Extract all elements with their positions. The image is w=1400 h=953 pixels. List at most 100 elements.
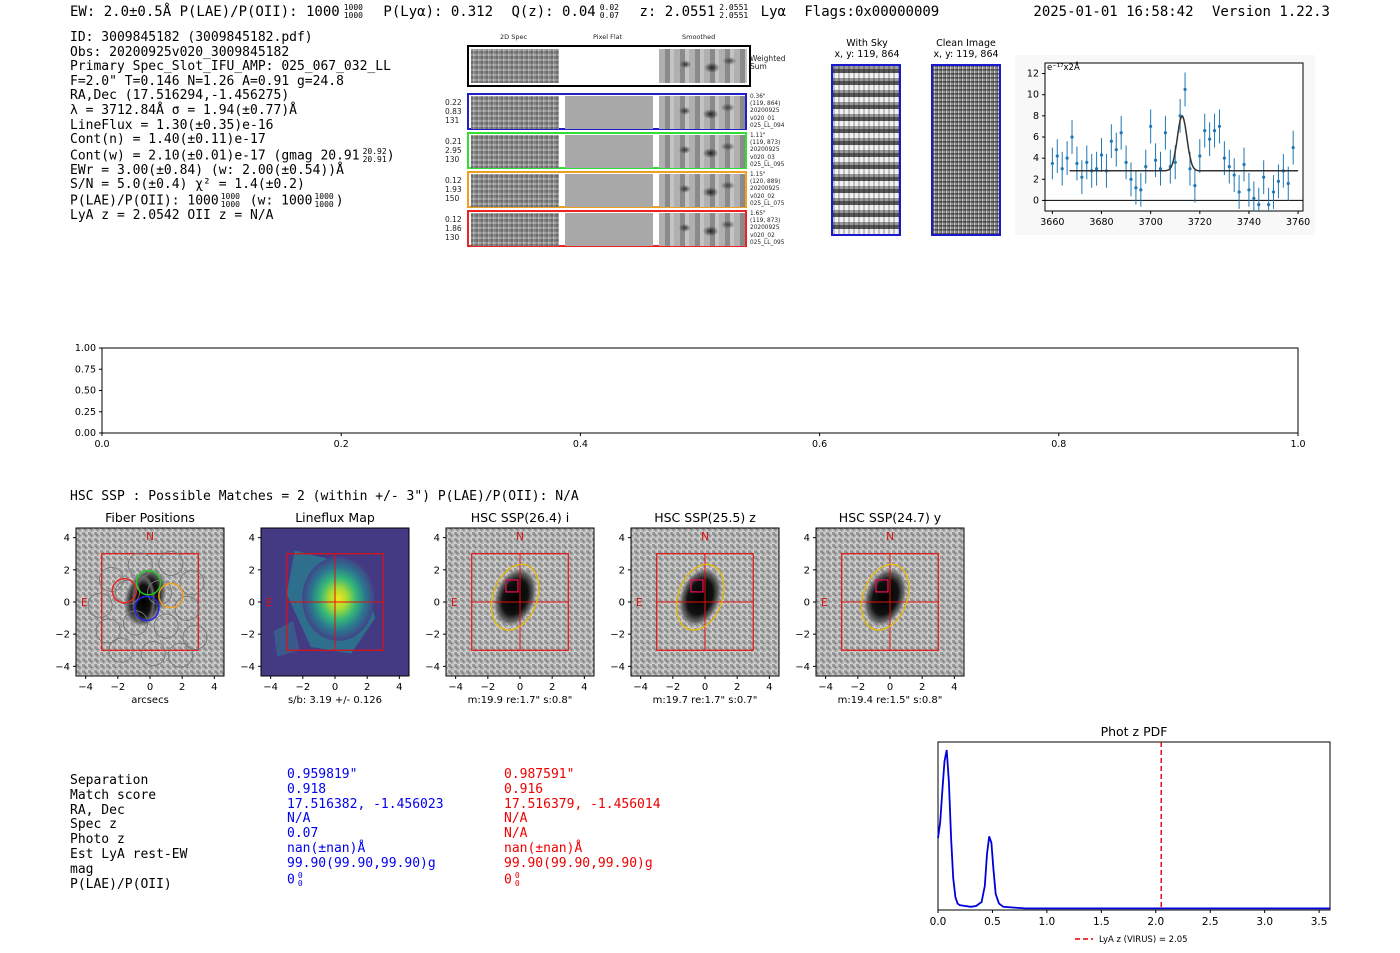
hsc-ytick-label: −4 <box>55 662 70 673</box>
spectrum-point <box>1208 137 1212 141</box>
cutout-right-value: 025_LL_094 <box>750 122 785 129</box>
cutout-left-stats: 0.22 0.83 131 <box>445 98 462 125</box>
photz-xtick-label: 3.5 <box>1311 916 1328 928</box>
cutout-right-value: 20200925 <box>750 147 780 154</box>
spectrum-xtick-label: 3680 <box>1089 217 1113 228</box>
match-blue-value: 17.516382, -1.456023 <box>287 796 444 812</box>
photz-curve <box>937 749 1330 910</box>
match-red-value: 99.90(99.90,99.90)g <box>504 855 653 871</box>
hsc-ytick-label: −2 <box>610 630 625 641</box>
match-blue-value: 0.918 <box>287 781 327 797</box>
hsc-xtick-label: −4 <box>818 682 833 693</box>
match-red-value: 0.987591" <box>504 767 575 782</box>
empty-axes-frame <box>101 347 1299 434</box>
spectrum-point <box>1203 129 1207 133</box>
photz-xtick-label: 2.0 <box>1147 916 1164 928</box>
header-plae-hi: 1000 <box>343 3 363 12</box>
spectrum-point <box>1109 139 1113 143</box>
hsc-xtick-label: 2 <box>734 682 740 693</box>
hsc-ytick-label: 4 <box>804 533 810 544</box>
spectrum-point <box>1188 167 1192 171</box>
hsc-xtick-label: −2 <box>850 682 865 693</box>
hsc-xtick-label: 0 <box>332 682 338 693</box>
hsc-xtick-label: 2 <box>179 682 185 693</box>
empty-ytick-label: 0.75 <box>75 364 96 375</box>
match-blue-plae-frac-lo: 0 <box>297 878 303 888</box>
hsc-xtick-label: −2 <box>295 682 310 693</box>
spectrum-point <box>1237 190 1241 194</box>
header-qz-hi: 0.02 <box>599 3 619 12</box>
info-lambda: λ = 3712.84Å σ = 1.94(±0.77)Å <box>70 102 297 118</box>
hsc-ytick-label: −2 <box>55 630 70 641</box>
sky-coords: x, y: 119, 864 <box>834 49 900 60</box>
cutout-right-value: (119, 873) <box>750 140 781 147</box>
match-label: P(LAE)/P(OII) <box>70 876 172 892</box>
cutout-pixel-flat <box>565 174 653 207</box>
cutout-smoothed <box>659 135 745 168</box>
spectrum-xtick-label: 3760 <box>1286 217 1310 228</box>
fiber-circle <box>153 613 179 639</box>
hsc-ytick-label: 0 <box>804 598 810 609</box>
empty-ytick-label: 0.25 <box>75 407 96 418</box>
hsc-ytick-label: 2 <box>804 565 810 576</box>
spectrum-point <box>1075 161 1079 166</box>
hsc-ytick-label: 4 <box>434 533 440 544</box>
hsc-panel-hsc: HSC SSP(26.4) i N E −4 −4 −2 −2 0 0 2 2 4 4 m:19.9 re… <box>425 510 595 706</box>
photz-title: Phot z PDF <box>1101 724 1168 739</box>
fiber-circle <box>87 592 113 618</box>
match-red-value: 17.516379, -1.456014 <box>504 796 661 812</box>
spectrum-point <box>1070 135 1074 139</box>
match-red-value: nan(±nan)Å <box>504 840 583 856</box>
photz-xtick-label: 1.0 <box>1039 916 1056 928</box>
cutout-panel: 2D Spec Pixel Flat Smoothed Weighted Sum… <box>445 33 790 258</box>
spectrum-point <box>1217 124 1222 129</box>
info-obs: Obs: 20200925v020_3009845182 <box>70 44 290 60</box>
cutout-left-stats: 0.21 2.95 130 <box>445 137 462 164</box>
empty-xtick-label: 0.8 <box>1051 439 1066 450</box>
spectrum-point <box>1247 188 1251 192</box>
spectrum-ytick-label: 12 <box>1027 69 1039 80</box>
cutout-left-value: 1.86 <box>445 224 462 233</box>
hsc-panel-caption: m:19.9 re:1.7" s:0.8" <box>468 695 573 706</box>
info-block: ID: 3009845182 (3009845182.pdf) Obs: 202… <box>70 30 395 224</box>
info-ewr: EWr = 3.00(±0.84) (w: 2.00(±0.54))Å <box>70 162 344 178</box>
spectrum-xtick-label: 3720 <box>1188 217 1212 228</box>
spectrum-xtick-label: 3700 <box>1139 217 1163 228</box>
match-label: Match score <box>70 787 157 803</box>
north-label: N <box>516 531 524 543</box>
hsc-ytick-label: −2 <box>240 630 255 641</box>
empty-xtick-label: 1.0 <box>1290 439 1305 450</box>
cutout-right-value: 0.36" <box>750 94 766 100</box>
header-flags: Flags:0x00000009 <box>804 4 940 20</box>
spectrum-point <box>1267 203 1271 207</box>
header-line: EW: 2.0±0.5Å P(LAE)/P(OII): 1000 1000 1000… <box>70 4 939 20</box>
hsc-panel-fiber: Fiber Positions N E −4 −4 −2 −2 0 0 2 2 4 4 arcsecs <box>55 510 225 706</box>
hsc-ytick-label: 0 <box>434 598 440 609</box>
fiber-circle-highlight <box>158 582 184 609</box>
info-plae-w-lo: 1000 <box>314 200 334 210</box>
match-blue: 0.959819" 0.918 17.516382, -1.456023 N/A 0.0… <box>287 767 444 888</box>
match-red-plae-frac-lo: 0 <box>514 878 520 888</box>
timestamp: 2025-01-01 16:58:42 <box>1033 4 1194 20</box>
cutout-left-value: 1.93 <box>445 185 462 194</box>
empty-ytick-label: 0.50 <box>75 386 96 397</box>
north-label: N <box>886 531 894 543</box>
photz-xtick-label: 0.5 <box>984 916 1001 928</box>
spectrum-ytick-label: 8 <box>1033 111 1039 122</box>
spectrum-ylabel: e⁻¹⁷x2Å <box>1047 61 1080 73</box>
spectrum-point <box>1134 186 1138 190</box>
cutout-left-value: 131 <box>445 116 460 125</box>
col-smooth-label: Smoothed <box>682 33 716 41</box>
header-z-line: Lyα <box>760 4 786 20</box>
hsc-ytick-label: 2 <box>249 565 255 576</box>
fiber-circle <box>179 570 205 596</box>
photz-xtick-label: 3.0 <box>1256 916 1273 928</box>
spectrum-xtick-label: 3660 <box>1040 217 1064 228</box>
galaxy-blob <box>678 568 722 627</box>
photz-frame <box>937 741 1331 911</box>
spectrum-ytick-label: 4 <box>1033 153 1039 164</box>
spectrum-point <box>1085 160 1089 164</box>
spectrum-point <box>1139 188 1143 192</box>
